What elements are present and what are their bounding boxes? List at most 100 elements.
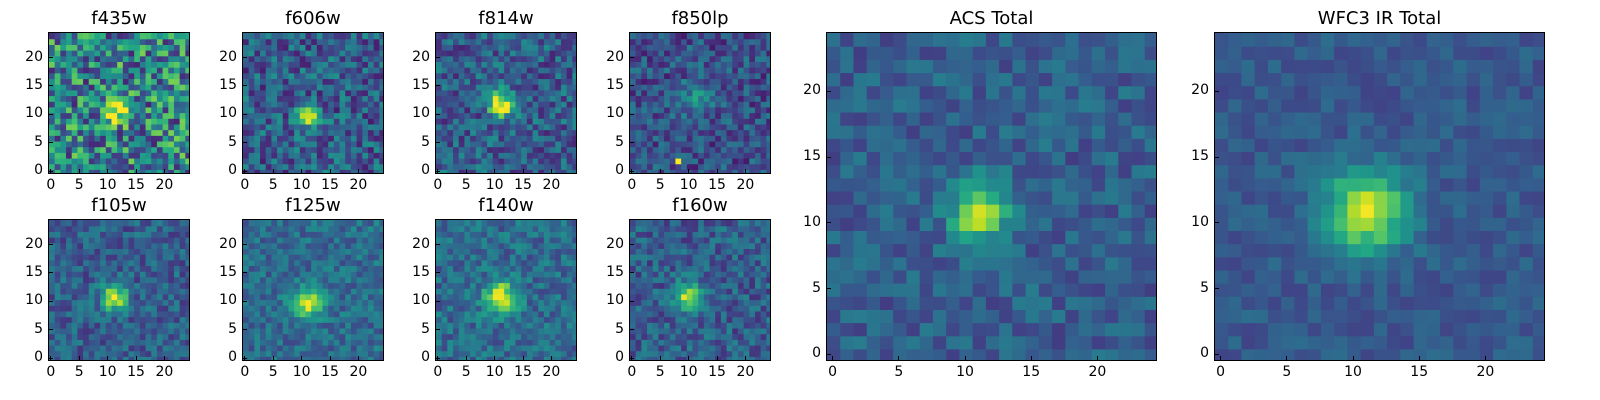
y-tick-label: 15 [219,263,237,280]
heatmap-cell [743,322,750,329]
heatmap-cell [345,123,352,131]
heatmap-cell [243,265,250,272]
heatmap-cell [139,356,147,360]
heatmap-cell [436,33,443,40]
heatmap-cell [703,356,711,360]
heatmap-cell [117,322,124,329]
heatmap-cell [156,89,164,97]
heatmap-cell [470,322,477,329]
heatmap-cell [709,333,716,340]
heatmap-cell [470,220,477,227]
heatmap-cell [487,339,494,346]
heatmap-cell [88,84,96,91]
heatmap-cell [156,67,164,74]
heatmap-cell [572,112,576,119]
heatmap-cell [709,293,716,301]
heatmap-cell [555,220,562,227]
heatmap-cell [277,242,284,249]
heatmap-cell [647,299,654,306]
heatmap-cell [566,118,573,125]
heatmap-cell [669,322,677,329]
heatmap-cell [139,95,147,102]
heatmap-cell [185,33,189,40]
heatmap-cell [60,225,67,232]
x-tick-label: 0 [433,177,443,193]
heatmap-cell [94,254,101,261]
heatmap-cell [532,157,539,165]
heatmap-cell [715,316,722,323]
heatmap-cell [737,67,745,74]
heatmap-cell [100,61,107,68]
heatmap-cell [356,140,363,148]
heatmap-cell [271,333,278,340]
heatmap-cell [754,67,762,74]
heatmap-cell [464,322,471,329]
heatmap-cell [635,78,642,85]
heatmap-cell [88,157,96,165]
heatmap-cell [664,310,671,318]
x-tick-label: 10 [292,364,311,380]
heatmap-cell [333,169,341,173]
heatmap-cell [492,344,500,352]
heatmap-cell [566,135,573,142]
heatmap-cell [681,316,688,323]
heatmap-cell [94,61,101,68]
heatmap-cell [156,356,164,360]
heatmap-cell [515,322,522,329]
heatmap-cell [333,152,341,159]
heatmap-cell [549,276,556,284]
heatmap-cell [458,44,465,51]
heatmap-cell [294,101,301,108]
heatmap-cell [436,299,443,306]
heatmap-cell [94,140,101,148]
heatmap-cell [709,356,716,360]
heatmap-cell [458,61,465,68]
heatmap-cell [77,163,84,170]
heatmap-cell [726,44,733,51]
heatmap-plot [48,219,190,361]
heatmap-cell [94,265,101,272]
heatmap-cell [151,129,158,136]
heatmap-cell [134,310,141,318]
heatmap-cell [526,146,534,153]
heatmap-cell [686,310,694,318]
heatmap-cell [555,299,562,306]
heatmap-cell [715,265,722,272]
heatmap-cell [760,101,767,108]
heatmap-cell [339,305,346,312]
heatmap-cell [686,72,694,80]
heatmap-cell [151,84,158,91]
heatmap-cell [647,140,654,148]
heatmap-cell [754,129,762,136]
heatmap-cell [549,271,556,278]
heatmap-cell [509,112,517,119]
heatmap-cell [470,288,477,295]
heatmap-cell [635,129,642,136]
heatmap-cell [151,265,158,272]
heatmap-cell [555,61,562,68]
heatmap-cell [311,78,318,85]
heatmap-cell [294,78,301,85]
heatmap-cell [162,72,169,80]
heatmap-cell [333,50,341,57]
heatmap-cell [71,146,78,153]
heatmap-cell [105,339,113,346]
heatmap-cell [379,282,383,289]
heatmap-cell [630,316,637,323]
heatmap-cell [156,157,164,165]
heatmap-cell [726,327,733,335]
heatmap-cell [305,237,312,244]
heatmap-cell [94,327,101,335]
heatmap-cell [436,123,443,131]
heatmap-cell [658,61,665,68]
heatmap-cell [737,293,745,301]
heatmap-cell [145,333,152,340]
heatmap-cell [66,157,73,165]
heatmap-cell [339,220,346,227]
heatmap-cell [288,67,295,74]
heatmap-cell [692,299,699,306]
heatmap-cell [504,237,511,244]
heatmap-cell [265,254,272,261]
heatmap-cell [572,146,576,153]
heatmap-cell [77,44,84,51]
